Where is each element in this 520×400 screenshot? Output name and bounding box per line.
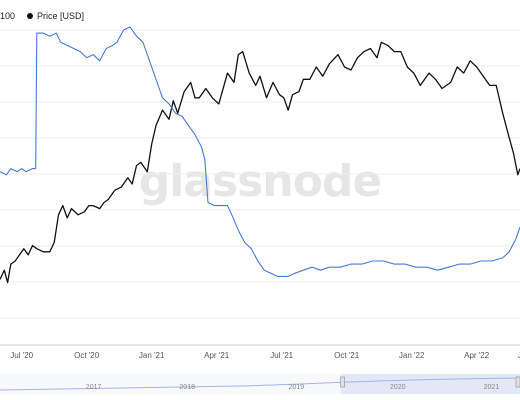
x-tick-label: Apr '22 bbox=[464, 351, 490, 360]
price-chart[interactable]: Jul '20 Oct '20 Jan '21 Apr '21 Jul '21 Oct '… bbox=[0, 0, 520, 374]
x-tick-label: J bbox=[518, 351, 520, 360]
x-tick-label: Apr '21 bbox=[204, 351, 230, 360]
navigator-year-label: 2017 bbox=[86, 384, 102, 391]
x-tick-label: Jul '21 bbox=[270, 351, 293, 360]
x-tick-label: Jul '20 bbox=[10, 351, 33, 360]
x-tick-label: Jan '21 bbox=[139, 351, 165, 360]
glassnode-watermark: glassnode bbox=[138, 156, 383, 207]
navigator-year-label: 2018 bbox=[179, 384, 195, 391]
navigator-year-label: 2019 bbox=[289, 384, 305, 391]
legend-price-label: Price [USD] bbox=[37, 11, 85, 21]
navigator-year-label: 2021 bbox=[484, 384, 500, 391]
chart-legend: 100 Price [USD] bbox=[0, 8, 84, 24]
range-navigator[interactable]: 2017 2018 2019 2020 2021 bbox=[0, 374, 520, 394]
navigator-handle-left[interactable] bbox=[340, 376, 345, 388]
legend-price-marker bbox=[27, 13, 34, 19]
x-tick-label: Jan '22 bbox=[399, 351, 425, 360]
navigator-series bbox=[0, 377, 520, 391]
navigator-year-label: 2020 bbox=[390, 384, 406, 391]
x-tick-label: Oct '21 bbox=[334, 351, 360, 360]
metric-line bbox=[0, 26, 520, 277]
navigator-background bbox=[0, 374, 520, 394]
x-tick-label: Oct '20 bbox=[74, 351, 100, 360]
legend-left-label: 100 bbox=[0, 11, 16, 21]
price-line bbox=[0, 41, 520, 284]
navigator-handle-right[interactable] bbox=[515, 376, 520, 388]
